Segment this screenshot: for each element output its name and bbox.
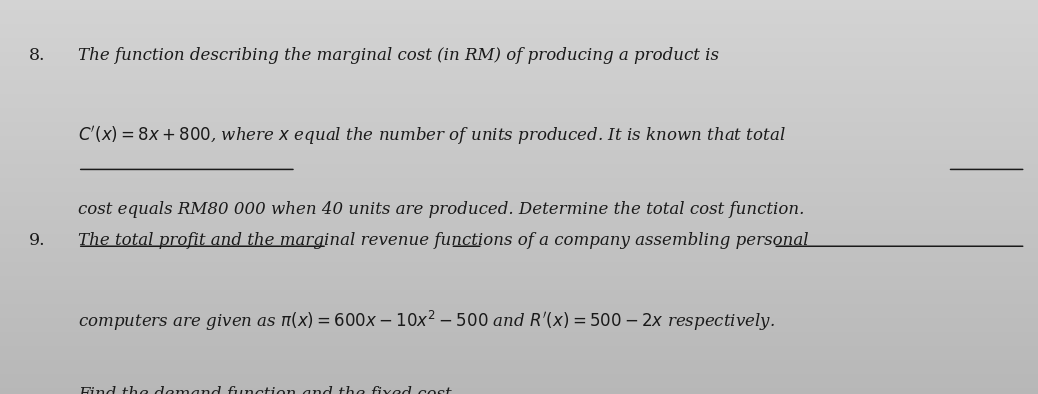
Text: 8.: 8. bbox=[29, 47, 46, 64]
Text: The function describing the marginal cost (in RM) of producing a product is: The function describing the marginal cos… bbox=[78, 47, 719, 64]
Text: Find the demand function and the fixed cost.: Find the demand function and the fixed c… bbox=[78, 386, 457, 394]
Text: cost equals RM80 000 when 40 units are produced. Determine the total cost functi: cost equals RM80 000 when 40 units are p… bbox=[78, 201, 804, 218]
Text: $C'(x) = 8x + 800$, where $x$ equal the number of units produced. It is known th: $C'(x) = 8x + 800$, where $x$ equal the … bbox=[78, 124, 786, 147]
Text: computers are given as $\pi(x) = 600x - 10x^2 - 500$ and $R'(x) = 500 - 2x$ resp: computers are given as $\pi(x) = 600x - … bbox=[78, 309, 774, 333]
Text: The total profit and the marginal revenue functions of a company assembling pers: The total profit and the marginal revenu… bbox=[78, 232, 809, 249]
Text: 9.: 9. bbox=[29, 232, 46, 249]
